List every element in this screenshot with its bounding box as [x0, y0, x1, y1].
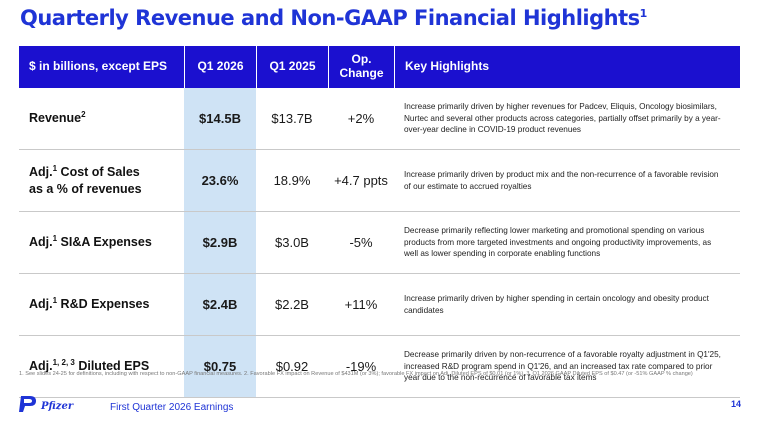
value-op-change: +2% [347, 111, 375, 126]
value-op-change: +4.7 ppts [334, 173, 388, 188]
highlight-text: Decrease primarily driven by non-recurre… [404, 349, 721, 383]
value-op-change: -19% [345, 359, 377, 374]
header-op-change: Op. Change [328, 46, 394, 88]
label-text: Adj. [29, 235, 53, 250]
label-text-suffix: Diluted EPS [74, 359, 150, 374]
label-text-suffix: SI&A Expenses [57, 235, 152, 250]
value-op-change: +11% [344, 297, 378, 312]
pfizer-logo-icon [18, 394, 40, 419]
label-footnote-ref: 1 [52, 295, 58, 305]
header-key-highlights: Key Highlights [394, 46, 740, 88]
value-q1-2025: 18.9% [273, 173, 311, 188]
label-text: Adj. [29, 164, 53, 179]
header-q1-2025: Q1 2025 [256, 46, 328, 88]
table-row-diluted-eps: Adj.1, 2, 3 Diluted EPS $0.75 $0.92 -19%… [19, 336, 740, 398]
table-row-revenue: Revenue2 $14.5B $13.7B +2% Increase prim… [19, 88, 740, 150]
highlight-text: Increase primarily driven by higher spen… [404, 293, 709, 315]
title-text: Quarterly Revenue and Non-GAAP Financial… [20, 6, 640, 30]
row-label: Adj.1, 2, 3 Diluted EPS [19, 336, 184, 397]
value-q1-2025: $3.0B [275, 235, 309, 250]
label-footnote-ref: 2 [81, 109, 86, 119]
row-label: Revenue2 [19, 88, 184, 149]
header-metric: $ in billions, except EPS [29, 59, 168, 74]
value-q1-2026: $2.9B [184, 212, 256, 273]
row-label: Adj.1 Cost of Sales as a % of revenues [19, 150, 184, 211]
table-header-row: $ in billions, except EPS Q1 2026 Q1 202… [19, 46, 740, 88]
value-q1-2025: $2.2B [275, 297, 309, 312]
value-q1-2026: $14.5B [184, 88, 256, 149]
highlight-text: Decrease primarily reflecting lower mark… [404, 225, 712, 259]
table-row-sia-expenses: Adj.1 SI&A Expenses $2.9B $3.0B -5% Decr… [19, 212, 740, 274]
label-text: Adj. [29, 297, 53, 312]
value-q1-2026: 23.6% [184, 150, 256, 211]
label-footnote-ref: 1, 2, 3 [52, 357, 75, 367]
value-q1-2026: $2.4B [184, 274, 256, 335]
table-row-cost-of-sales: Adj.1 Cost of Sales as a % of revenues 23… [19, 150, 740, 212]
pfizer-logo: Pfizer [18, 394, 73, 419]
table-row-rd-expenses: Adj.1 R&D Expenses $2.4B $2.2B +11% Incr… [19, 274, 740, 336]
highlight-text: Increase primarily driven by product mix… [404, 169, 719, 191]
header-q1-2026: Q1 2026 [184, 46, 256, 88]
footer-label: First Quarter 2026 Earnings [110, 402, 234, 413]
label-text-line2: as a % of revenues [29, 181, 142, 196]
financial-highlights-table: $ in billions, except EPS Q1 2026 Q1 202… [19, 46, 740, 398]
label-footnote-ref: 1 [52, 163, 58, 173]
label-text: Adj. [29, 359, 53, 374]
highlight-text: Increase primarily driven by higher reve… [404, 101, 721, 135]
value-q1-2025: $13.7B [271, 111, 313, 126]
pfizer-logo-text: Pfizer [41, 401, 74, 412]
label-text-suffix: R&D Expenses [57, 297, 150, 312]
footnote-text: 1. See slides 24-25 for definitions, inc… [19, 371, 693, 377]
row-label: Adj.1 SI&A Expenses [19, 212, 184, 273]
label-footnote-ref: 1 [52, 233, 58, 243]
title-footnote-ref: 1 [639, 7, 648, 20]
value-op-change: -5% [349, 235, 373, 250]
value-q1-2026: $0.75 [184, 336, 256, 397]
row-label: Adj.1 R&D Expenses [19, 274, 184, 335]
page-title: Quarterly Revenue and Non-GAAP Financial… [20, 6, 647, 30]
value-q1-2025: $0.92 [275, 359, 309, 374]
page-number: 14 [730, 399, 741, 409]
label-text-suffix: Cost of Sales [57, 164, 140, 179]
label-text: Revenue [29, 111, 82, 126]
